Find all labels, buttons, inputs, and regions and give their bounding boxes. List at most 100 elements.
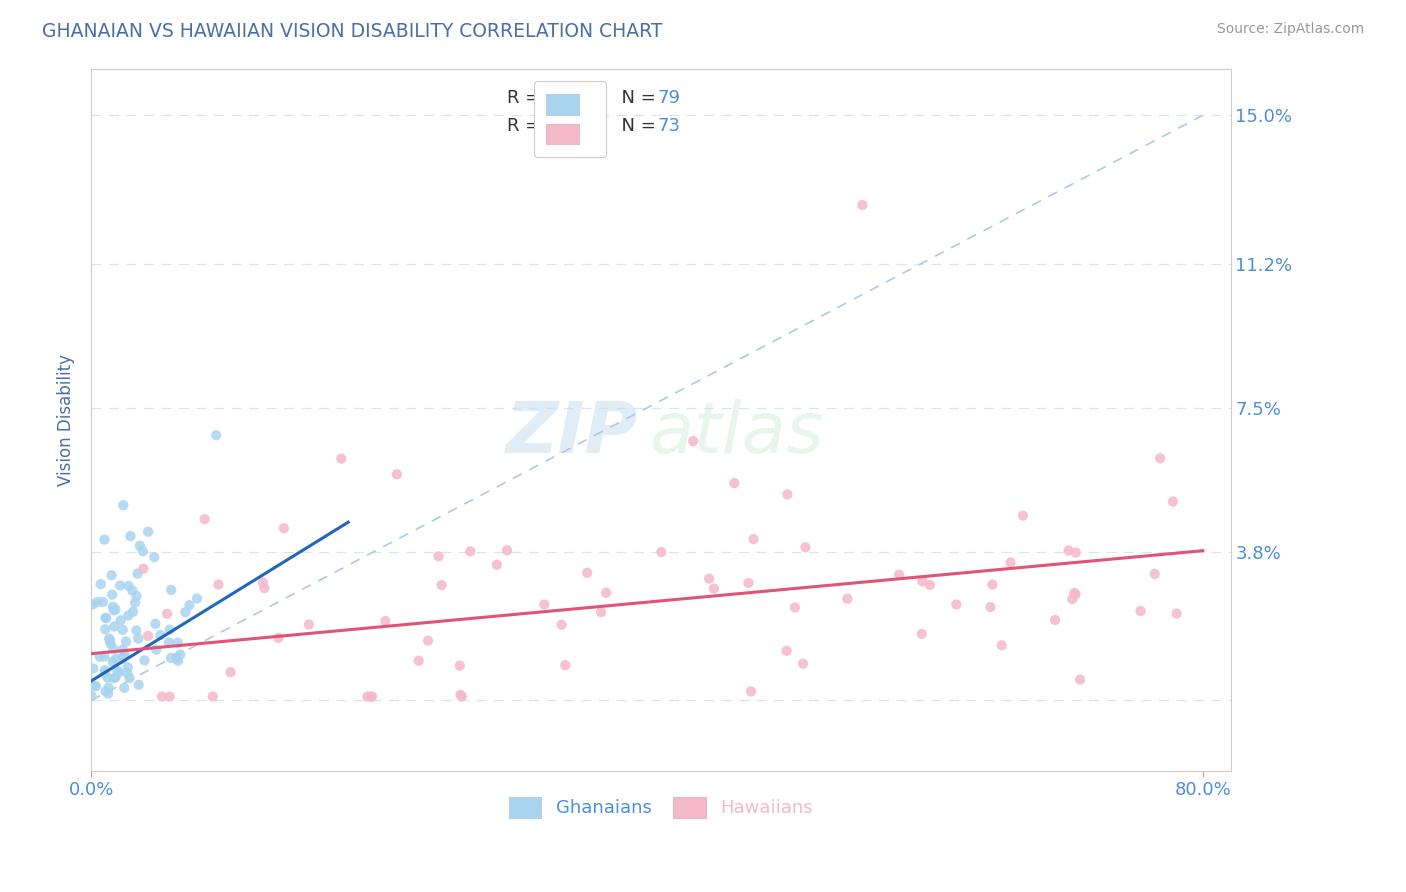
Point	[737, 576, 759, 591]
Point	[118, 671, 141, 685]
Point	[783, 600, 806, 615]
Point	[94, 622, 117, 636]
Point	[595, 586, 617, 600]
Point	[1000, 556, 1022, 570]
Point	[115, 634, 138, 648]
Point	[125, 624, 148, 638]
Point	[703, 582, 725, 596]
Point	[205, 428, 228, 442]
Point	[101, 599, 124, 614]
Point	[89, 649, 111, 664]
Point	[122, 605, 145, 619]
Point	[98, 633, 121, 648]
Text: ZIP: ZIP	[506, 399, 638, 468]
Point	[127, 566, 149, 581]
Point	[554, 658, 576, 673]
Point	[1064, 587, 1087, 601]
Point	[1063, 586, 1085, 600]
Point	[101, 655, 124, 669]
Point	[115, 665, 138, 680]
Point	[918, 578, 941, 592]
Point	[1057, 543, 1080, 558]
Point	[143, 550, 166, 565]
Point	[145, 642, 167, 657]
Point	[496, 543, 519, 558]
Point	[103, 641, 125, 656]
Point	[100, 568, 122, 582]
Point	[485, 558, 508, 572]
Point	[166, 636, 188, 650]
Point	[145, 616, 167, 631]
Point	[267, 631, 290, 645]
Point	[90, 577, 112, 591]
Text: Source: ZipAtlas.com: Source: ZipAtlas.com	[1216, 22, 1364, 37]
Point	[121, 583, 143, 598]
Point	[111, 642, 134, 657]
Point	[201, 690, 224, 704]
Point	[1043, 613, 1066, 627]
Point	[132, 562, 155, 576]
Point	[427, 549, 450, 564]
Point	[120, 529, 142, 543]
Point	[330, 451, 353, 466]
Y-axis label: Vision Disability: Vision Disability	[58, 353, 75, 485]
Point	[408, 654, 430, 668]
Point	[104, 602, 127, 616]
Point	[723, 476, 745, 491]
Point	[84, 679, 107, 693]
Point	[1149, 451, 1171, 466]
Point	[127, 632, 149, 646]
Point	[165, 650, 187, 665]
Point	[157, 635, 180, 649]
Point	[589, 605, 612, 619]
Point	[1012, 508, 1035, 523]
Point	[449, 688, 471, 702]
Point	[430, 578, 453, 592]
Point	[112, 498, 135, 512]
Point	[1064, 545, 1087, 559]
Point	[83, 679, 105, 693]
Point	[740, 684, 762, 698]
Point	[385, 467, 408, 482]
Point	[792, 657, 814, 671]
Point	[174, 605, 197, 619]
Point	[252, 575, 274, 590]
Point	[150, 690, 173, 704]
Point	[533, 598, 555, 612]
Text: 79: 79	[658, 89, 681, 107]
Point	[94, 684, 117, 698]
Point	[1143, 566, 1166, 581]
Point	[194, 512, 217, 526]
Point	[111, 623, 134, 637]
Point	[128, 678, 150, 692]
Point	[128, 539, 150, 553]
Point	[1161, 494, 1184, 508]
Text: N =: N =	[610, 89, 661, 107]
Point	[1166, 607, 1188, 621]
Point	[298, 617, 321, 632]
Point	[742, 532, 765, 546]
Point	[851, 198, 873, 212]
Text: R =: R =	[508, 89, 546, 107]
Point	[134, 653, 156, 667]
Point	[360, 690, 382, 704]
Point	[911, 627, 934, 641]
Point	[103, 671, 125, 685]
Point	[460, 544, 482, 558]
Point	[149, 628, 172, 642]
Point	[105, 651, 128, 665]
Point	[93, 649, 115, 664]
Point	[981, 577, 1004, 591]
Point	[82, 661, 104, 675]
Point	[94, 611, 117, 625]
Point	[112, 648, 135, 662]
Point	[697, 572, 720, 586]
Point	[96, 671, 118, 685]
Point	[101, 588, 124, 602]
Point	[117, 608, 139, 623]
Point	[93, 533, 115, 547]
Point	[416, 633, 439, 648]
Point	[253, 581, 276, 595]
Point	[186, 591, 208, 606]
Point	[111, 652, 134, 666]
